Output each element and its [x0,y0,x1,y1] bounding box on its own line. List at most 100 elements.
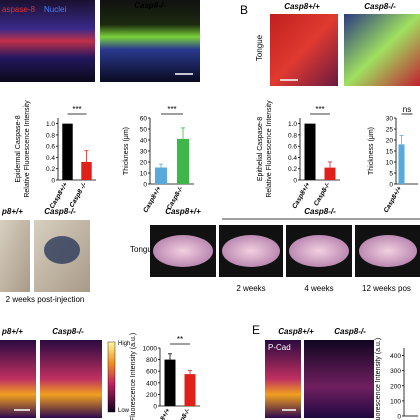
y-tick-label: 30 [140,149,148,156]
y-tick-label: 10 [386,160,394,167]
stain-label: P-Cad [268,343,291,352]
y-tick-label: 0 [389,182,393,189]
y-axis-label: Fluorescence Intensity (a.u.) [130,333,137,420]
genotype-label: Casp8-/- [334,327,366,336]
y-tick-label: 0.6 [288,144,297,151]
bar [154,167,168,184]
y-axis-label: Epidermal Caspase-8 [15,115,22,182]
bar [398,144,405,184]
y-tick-label: 0.4 [288,155,297,162]
y-tick-label: 0 [51,178,55,185]
y-tick-label: 60 [140,116,148,123]
y-axis-label: Thickness (μm) [368,127,375,175]
panel-letter: B [240,3,248,17]
micrograph [265,340,301,418]
y-tick-label: 400 [146,380,157,387]
y-tick-label: 30 [386,116,394,123]
bar [81,161,92,180]
genotype-label: Casp8-/- [44,207,76,216]
y-tick-label: 20 [386,138,394,145]
y-axis-label: Fluorescence Intensity (a.u.) [375,338,382,420]
y-axis-label: Relative Fluorescence Intensity [266,100,273,198]
y-tick-label: 40 [140,138,148,145]
genotype-label: Casp8+/+ [284,2,320,11]
y-tick-label: 600 [146,369,157,376]
y-tick-label: 20 [140,160,148,167]
x-tick-label: Casp8-/- [173,408,192,420]
y-tick-label: 0.2 [46,166,55,173]
x-tick-label: Casp8 -/- [68,182,88,209]
y-tick-label: 5 [389,171,393,178]
micrograph [100,0,200,82]
y-axis-label: Relative Fluorescence Intensity [24,100,31,198]
colorbar-label: Low [118,408,130,414]
colorbar [107,341,116,413]
y-tick-label: 200 [390,383,401,390]
genotype-label: Casp8+/+ [278,327,314,336]
lesion [44,236,80,264]
genotype-label: Casp8-/- [134,1,166,10]
time-label: 2 weeks [236,284,265,293]
panel-letter: E [252,323,260,337]
y-tick-label: 25 [386,127,394,134]
time-label: 12 weeks pos [362,284,411,293]
x-tick-label: Casp8+/+ [383,185,404,214]
tongue [153,235,213,267]
y-tick-label: 0.6 [46,144,55,151]
tongue [222,235,280,267]
y-tick-label: 0 [293,178,297,185]
x-tick-label: Casp8-/- [313,182,332,208]
bar [304,123,316,180]
bar [184,374,196,406]
genotype-label: Casp8-/- [304,207,336,216]
genotype-label: p8+/+ [1,207,23,216]
stain-label: aspase-8 [2,5,35,14]
significance: *** [72,105,81,114]
micrograph [270,14,338,86]
y-tick-label: 100 [390,398,401,405]
y-tick-label: 1.0 [288,121,297,128]
significance: ns [403,105,411,114]
significance: ** [177,335,183,344]
bar [324,167,336,180]
y-tick-label: 400 [390,353,401,360]
y-axis-label: Epithelial Caspase-8 [257,117,264,181]
genotype-label: p8+/+ [1,327,23,336]
micrograph [344,14,420,86]
time-label: 4 weeks [304,284,333,293]
y-tick-label: 10 [140,171,148,178]
x-tick-label: Casp8+/+ [142,185,163,214]
y-tick-label: 300 [390,368,401,375]
colorbar-label: High [118,341,130,347]
y-tick-label: 0.4 [46,155,55,162]
micrograph [0,0,95,82]
y-tick-label: 15 [386,149,394,156]
y-tick-label: 0.8 [46,132,55,139]
micrograph [304,340,374,418]
y-tick-label: 50 [140,127,148,134]
significance: *** [315,105,324,114]
x-tick-label: Casp8+/+ [49,181,70,210]
significance: *** [167,105,176,114]
y-tick-label: 0 [153,404,157,411]
tissue-label: Tongue [130,245,157,254]
genotype-label: Casp8-/- [364,2,396,11]
genotype-label: Casp8-/- [52,327,84,336]
tongue [289,235,349,267]
micrograph [0,340,36,418]
stain-label: Nuclei [44,5,66,14]
y-axis-label: Thickness (μm) [123,127,130,175]
y-tick-label: 0.8 [288,132,297,139]
bar [176,138,190,184]
y-tick-label: 0 [143,182,147,189]
y-tick-label: 1000 [143,346,158,353]
caption: 2 weeks post-injection [6,295,85,304]
bar [62,123,73,180]
genotype-label: Casp8+/+ [165,207,201,216]
tongue [359,235,417,267]
y-tick-label: 200 [146,392,157,399]
y-tick-label: 0 [397,414,401,420]
photo [0,220,30,292]
y-tick-label: 1.0 [46,121,55,128]
